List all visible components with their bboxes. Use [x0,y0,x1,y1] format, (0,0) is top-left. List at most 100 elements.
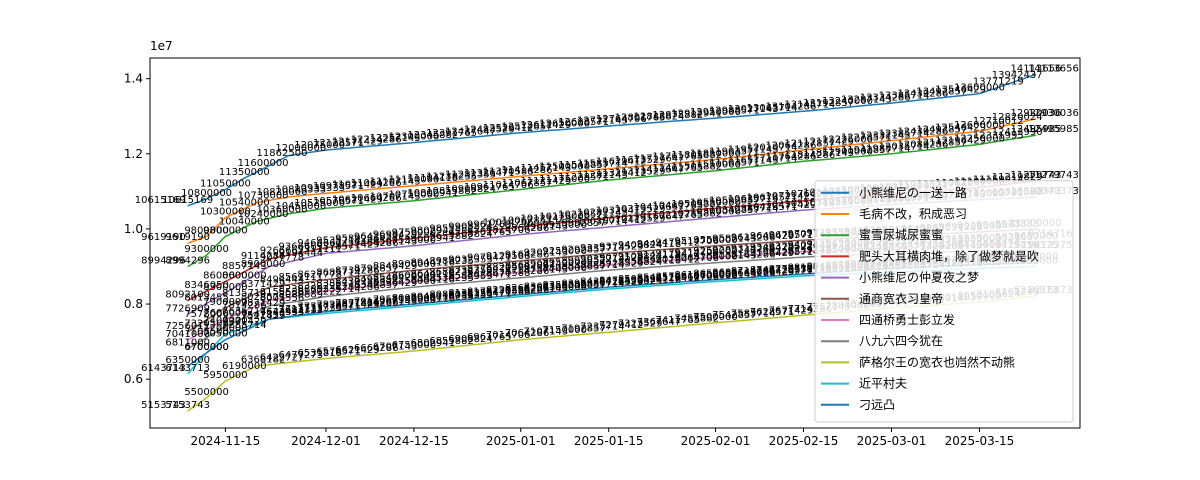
dense-data-label: 9800000 [203,225,248,236]
dense-data-label: 11600000 [238,158,289,169]
dense-data-label: 8958824 [618,257,663,268]
dense-data-label: 10417647 [634,202,685,213]
dense-data-label: 7192857 [561,323,606,334]
dense-data-label: 6707143 [373,342,418,353]
dense-data-label: 9950000 [542,220,587,231]
dense-data-label: 9196429 [750,248,795,259]
dense-data-label: 7871429 [335,298,380,309]
dense-data-label: 8900000 [392,259,437,270]
dense-data-label: 12128571 [313,138,364,149]
dense-data-label: 8564706 [674,272,719,283]
dense-data-label: 12820024 [992,112,1043,123]
dense-data-label: 7600000 [203,308,248,319]
dense-data-label: 10240000 [238,209,289,220]
dense-data-label: 9207143 [524,248,569,259]
dense-data-label: 11350000 [219,167,270,178]
dense-data-label: 7828571 [316,300,361,311]
dense-data-label: 10750000 [388,190,439,201]
dense-data-label: 8458824 [618,276,663,287]
dense-data-label: 6802941 [411,338,456,349]
dense-data-label: 11657143 [728,156,779,167]
dense-data-label: 10664286 [351,193,402,204]
dense-data-label: 9266667 [260,246,305,257]
dense-data-label: 6531818 [297,348,342,359]
dense-data-label: 7957143 [373,295,418,306]
dense-data-label: 12000000 [275,143,326,154]
dense-data-label: 9100000 [693,252,738,263]
dense-data-label: 12250000 [954,133,1005,144]
dense-data-label: 7200000 [203,323,248,334]
dense-data-label: 9282143 [712,245,757,256]
dense-data-label: 10342857 [709,205,760,216]
dense-data-label: 9300000 [184,244,229,255]
dense-data-label: 9228571 [769,247,814,258]
dense-data-label: 10707143 [370,191,421,202]
dense-data-label: 9602941 [411,233,456,244]
dense-data-label: 7871429 [241,298,286,309]
dense-data-label: 7821429 [335,300,380,311]
dense-data-label: 13240000 [822,96,873,107]
dense-data-label: 8238889 [279,284,324,295]
dense-data-label: 9514706 [674,236,719,247]
dense-data-label: 7323529 [618,319,663,330]
dense-data-label: 10255882 [671,208,722,219]
dense-data-label: 6855882 [429,336,474,347]
dense-data-label: 11500000 [539,162,590,173]
dense-data-label: 8307143 [524,282,569,293]
dense-data-label: 12117857 [784,138,835,149]
dense-data-label: 6368182 [241,354,286,365]
dense-data-label: 8082353 [448,290,493,301]
dense-data-label: 12089286 [897,139,948,150]
dense-data-label: 8371429 [241,279,286,290]
dense-data-label: 9907143 [524,221,569,232]
endpoint-label-0: 10615169 [135,195,186,206]
dense-data-label: 9164286 [505,249,550,260]
dense-data-label: 10820000 [257,187,308,198]
dense-data-label: 8739286 [335,265,380,276]
dense-data-label: 9855882 [429,223,474,234]
x-tick-label-3: 2025-01-01 [486,434,556,448]
dense-data-label: 11107143 [370,176,421,187]
dense-data-label: 9655882 [429,231,474,242]
dense-data-label: 10123529 [615,213,666,224]
dense-data-label: 12875882 [652,110,703,121]
dense-data-label: 13065714 [747,103,798,114]
dense-data-label: 11067857 [502,178,553,189]
dense-data-label: 11717647 [634,153,685,164]
dense-data-label: 12611429 [520,120,571,131]
legend-label-4: 小熊维尼の仲夏夜之梦 [859,270,979,285]
dense-data-label: 8864286 [505,261,550,272]
dense-data-label: 11805882 [671,150,722,161]
dense-data-label: 10211765 [652,210,703,221]
dense-data-label: 7500000 [693,312,738,323]
dense-data-label: 8714286 [731,266,776,277]
dense-data-label: 10079412 [596,215,647,226]
dense-data-label: 10635714 [728,194,779,205]
dense-data-label: 9507143 [373,236,418,247]
dense-data-label: 10450000 [275,201,326,212]
dense-data-label: 8172222 [297,287,342,298]
dense-data-label: 8028571 [241,292,286,303]
dense-data-label: 13104286 [765,101,816,112]
dense-data-label: 8685714 [316,267,361,278]
dense-data-label: 7907143 [373,297,418,308]
dense-data-label: 14113656 [1011,63,1062,74]
dense-data-label: 11373529 [615,166,666,177]
dense-data-label: 10175000 [539,211,590,222]
legend-box [814,180,1074,423]
dense-data-label: 8439286 [335,277,380,288]
dense-data-label: 12600000 [954,120,1005,131]
dense-data-label: 12572857 [502,121,553,132]
dense-data-label: 6190000 [222,361,267,372]
dense-data-label: 6578571 [316,346,361,357]
dense-data-label: 9373529 [599,241,644,252]
dense-data-label: 8529412 [656,273,701,284]
dense-data-label: 10282143 [577,207,628,218]
dense-data-label: 12171429 [332,136,383,147]
dense-data-label: 6811000 [165,338,210,349]
dense-data-label: 6700000 [184,342,229,353]
dense-data-label: 10228571 [558,209,609,220]
dense-data-label: 8907143 [524,259,569,270]
dense-data-label: 11629412 [596,157,647,168]
dense-data-label: 10428571 [747,202,798,213]
